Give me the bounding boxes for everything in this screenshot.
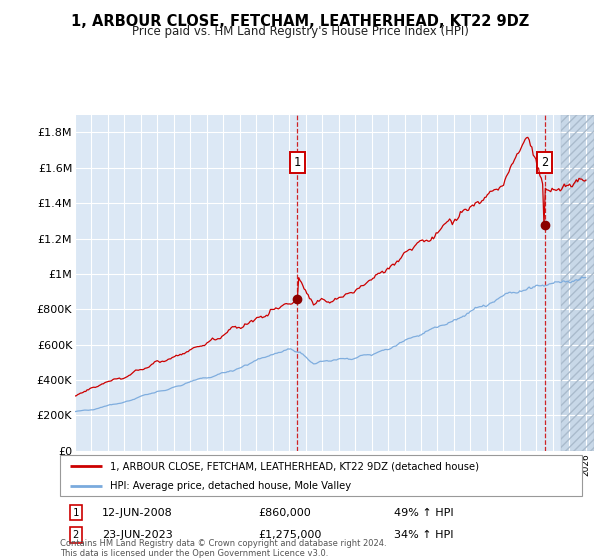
Bar <box>561 115 594 451</box>
Text: 1, ARBOUR CLOSE, FETCHAM, LEATHERHEAD, KT22 9DZ: 1, ARBOUR CLOSE, FETCHAM, LEATHERHEAD, K… <box>71 14 529 29</box>
FancyBboxPatch shape <box>60 455 582 496</box>
Text: 2: 2 <box>73 530 79 540</box>
Text: 1: 1 <box>73 507 79 517</box>
Text: Contains HM Land Registry data © Crown copyright and database right 2024.
This d: Contains HM Land Registry data © Crown c… <box>60 539 386 558</box>
Text: £860,000: £860,000 <box>259 507 311 517</box>
Text: 23-JUN-2023: 23-JUN-2023 <box>102 530 173 540</box>
Text: 34% ↑ HPI: 34% ↑ HPI <box>394 530 454 540</box>
Text: 49% ↑ HPI: 49% ↑ HPI <box>394 507 454 517</box>
Bar <box>561 115 594 451</box>
Text: 1, ARBOUR CLOSE, FETCHAM, LEATHERHEAD, KT22 9DZ (detached house): 1, ARBOUR CLOSE, FETCHAM, LEATHERHEAD, K… <box>110 461 479 471</box>
Text: Price paid vs. HM Land Registry's House Price Index (HPI): Price paid vs. HM Land Registry's House … <box>131 25 469 38</box>
Text: £1,275,000: £1,275,000 <box>259 530 322 540</box>
Text: 1: 1 <box>294 156 301 169</box>
Text: 12-JUN-2008: 12-JUN-2008 <box>102 507 173 517</box>
Text: 2: 2 <box>541 156 548 169</box>
Text: HPI: Average price, detached house, Mole Valley: HPI: Average price, detached house, Mole… <box>110 480 351 491</box>
